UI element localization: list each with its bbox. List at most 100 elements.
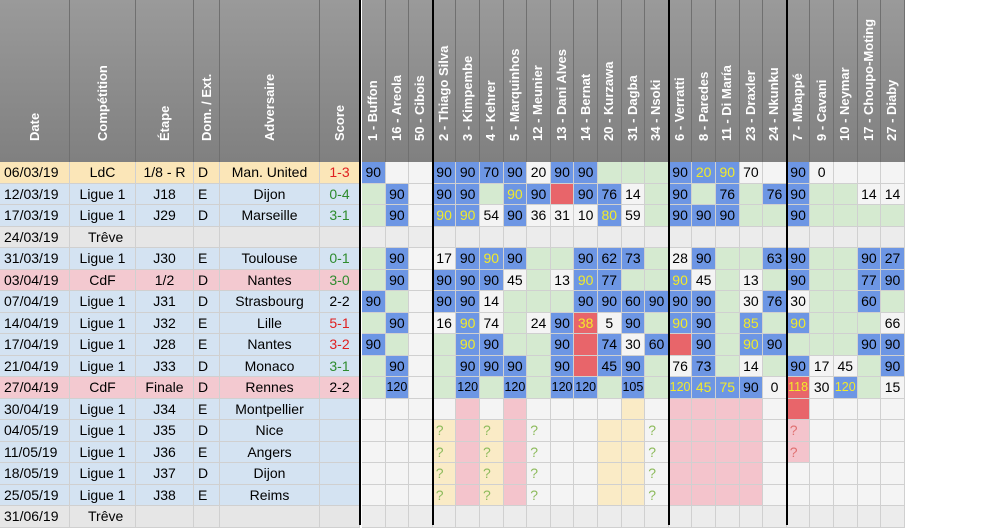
- minutes-cell: [834, 398, 858, 420]
- header-player-8: 12 - Meunier: [527, 0, 551, 162]
- header-label: Score: [331, 104, 347, 141]
- minutes-cell: 45: [692, 269, 716, 291]
- minutes-cell: [645, 248, 669, 270]
- cell-adversaire: Dijon: [220, 463, 320, 485]
- minutes-cell: 90: [739, 334, 764, 356]
- minutes-cell: 90: [763, 334, 787, 356]
- header-label: 6 - Verratti: [672, 77, 688, 141]
- minutes-cell: [550, 183, 575, 205]
- minutes-cell: ?: [527, 420, 551, 442]
- minutes-cell: [810, 269, 834, 291]
- header-player-21: 10 - Neymar: [834, 0, 858, 162]
- minutes-cell: [409, 248, 433, 270]
- minutes-cell: [409, 312, 433, 334]
- minutes-cell: 90: [786, 355, 811, 377]
- minutes-cell: [716, 506, 740, 528]
- minutes-cell: [503, 291, 528, 313]
- minutes-cell: [810, 226, 834, 248]
- cell-dom-ext: E: [194, 312, 220, 334]
- cell-dom-ext: D: [194, 355, 220, 377]
- minutes-cell: [432, 334, 457, 356]
- minutes-cell: [857, 377, 882, 399]
- minutes-cell: 90: [503, 355, 528, 377]
- minutes-cell: [598, 162, 622, 184]
- minutes-cell: [834, 291, 858, 313]
- cell-adversaire: [220, 506, 320, 528]
- header-label: 50 - Cibois: [412, 75, 428, 141]
- header-player-20: 9 - Cavani: [810, 0, 834, 162]
- minutes-cell: [409, 463, 433, 485]
- minutes-cell: ?: [786, 441, 811, 463]
- minutes-cell: [739, 226, 764, 248]
- minutes-cell: 90: [456, 334, 480, 356]
- minutes-cell: 74: [598, 334, 622, 356]
- minutes-cell: 20: [692, 162, 716, 184]
- minutes-cell: ?: [645, 463, 669, 485]
- minutes-cell: ?: [432, 484, 457, 506]
- minutes-cell: [834, 463, 858, 485]
- minutes-cell: [456, 506, 480, 528]
- group-separator: [667, 0, 670, 525]
- header-player-7: 5 - Marquinhos: [503, 0, 528, 162]
- header-label: 34 - Nsoki: [648, 79, 664, 141]
- minutes-cell: [810, 420, 834, 442]
- minutes-cell: 90: [456, 312, 480, 334]
- cell-etape: 1/2: [136, 269, 194, 291]
- cell-etape: J33: [136, 355, 194, 377]
- minutes-cell: 90: [385, 312, 410, 334]
- minutes-cell: 90: [786, 269, 811, 291]
- cell-dom-ext: E: [194, 484, 220, 506]
- minutes-cell: 5: [598, 312, 622, 334]
- minutes-cell: 90: [692, 312, 716, 334]
- minutes-cell: [786, 506, 811, 528]
- minutes-cell: 45: [692, 377, 716, 399]
- minutes-cell: 90: [432, 269, 457, 291]
- minutes-cell: [574, 226, 598, 248]
- minutes-cell: 45: [598, 355, 622, 377]
- minutes-cell: 85: [739, 312, 764, 334]
- minutes-cell: [692, 420, 716, 442]
- minutes-cell: 16: [432, 312, 457, 334]
- minutes-cell: 17: [810, 355, 834, 377]
- cell-dom-ext: [194, 506, 220, 528]
- cell-date: 24/03/19: [0, 226, 70, 248]
- minutes-cell: 90: [432, 291, 457, 313]
- minutes-cell: [881, 205, 905, 227]
- minutes-cell: [527, 226, 551, 248]
- minutes-cell: ?: [432, 463, 457, 485]
- cell-dom-ext: D: [194, 420, 220, 442]
- minutes-cell: [574, 334, 598, 356]
- minutes-cell: [409, 506, 433, 528]
- minutes-cell: [692, 398, 716, 420]
- cell-date: 17/04/19: [0, 334, 70, 356]
- minutes-cell: [834, 506, 858, 528]
- header-player-5: 3 - Kimpembe: [456, 0, 480, 162]
- minutes-cell: 90: [385, 205, 410, 227]
- minutes-cell: [739, 398, 764, 420]
- cell-competition: Trêve: [70, 226, 136, 248]
- minutes-cell: 75: [716, 377, 740, 399]
- minutes-cell: [409, 355, 433, 377]
- minutes-cell: [645, 183, 669, 205]
- minutes-cell: 80: [598, 205, 622, 227]
- cell-dom-ext: D: [194, 291, 220, 313]
- minutes-cell: [550, 291, 575, 313]
- minutes-cell: [857, 355, 882, 377]
- cell-score: 2-2: [320, 377, 360, 399]
- minutes-cell: [763, 205, 787, 227]
- header-label: 27 - Diaby: [884, 79, 900, 141]
- cell-competition: Ligue 1: [70, 463, 136, 485]
- minutes-cell: [598, 506, 622, 528]
- minutes-cell: [857, 162, 882, 184]
- minutes-cell: [385, 420, 410, 442]
- minutes-cell: [763, 312, 787, 334]
- header-competition: Compétition: [70, 0, 136, 162]
- minutes-cell: [857, 441, 882, 463]
- minutes-cell: [385, 463, 410, 485]
- minutes-cell: [362, 463, 386, 485]
- minutes-cell: [598, 484, 622, 506]
- header-adversaire: Adversaire: [220, 0, 320, 162]
- minutes-cell: ?: [480, 484, 504, 506]
- header-label: 1 - Buffon: [365, 80, 381, 141]
- minutes-cell: [716, 248, 740, 270]
